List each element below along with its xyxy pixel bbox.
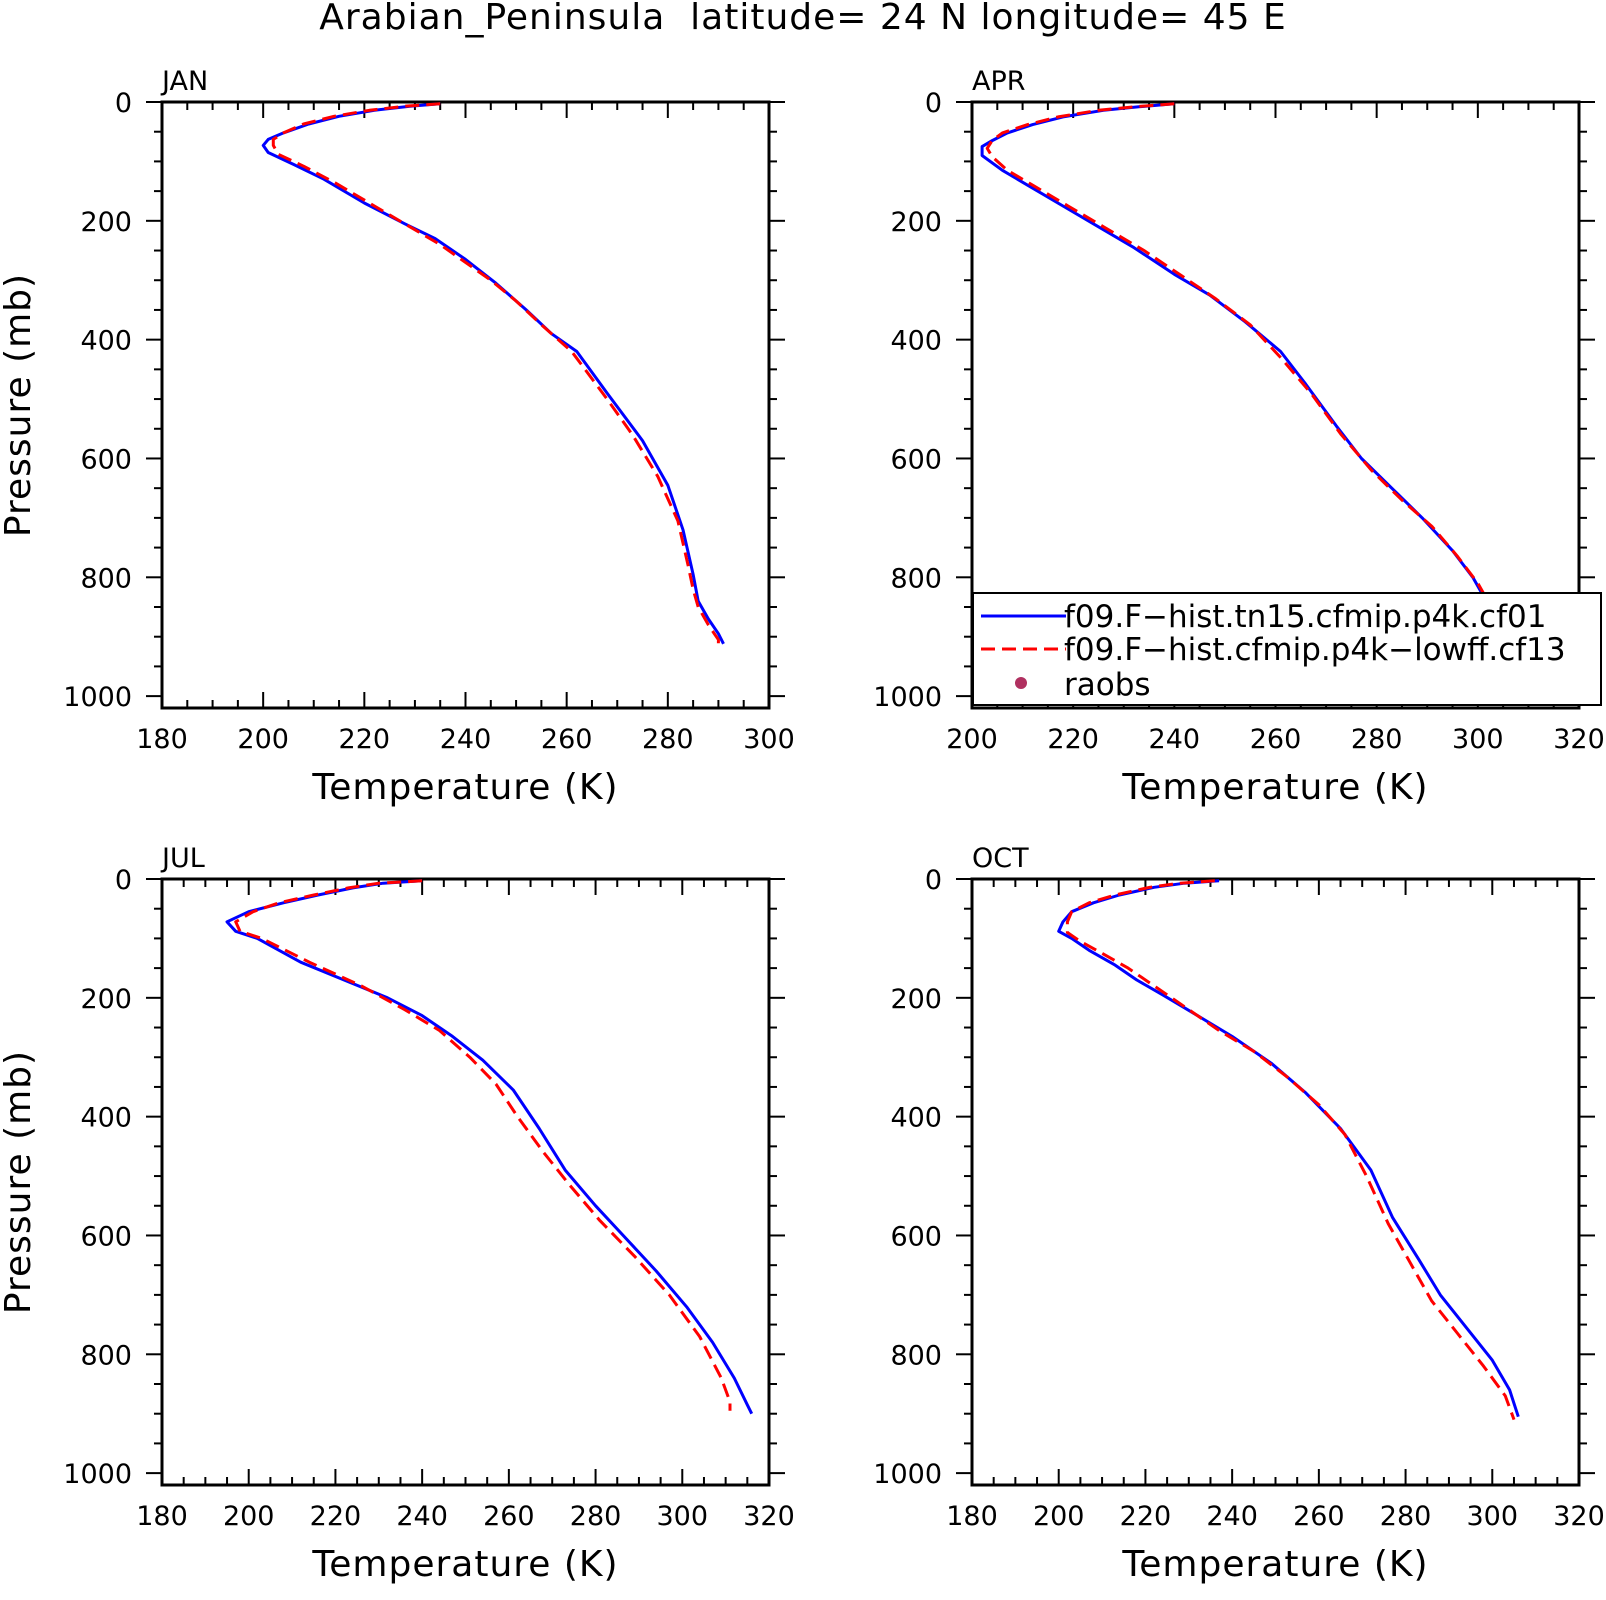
panel-label: OCT <box>972 843 1029 874</box>
x-tick-label: 220 <box>1120 1501 1172 1532</box>
x-axis-label: Temperature (K) <box>311 1544 618 1585</box>
y-tick-label: 1000 <box>873 1459 942 1490</box>
x-tick-label: 260 <box>483 1501 535 1532</box>
series-line-cf01 <box>1057 879 1520 1418</box>
legend-label: f09.F−hist.tn15.cfmip.p4k.cf01 <box>1064 599 1546 635</box>
legend-marker-raobs <box>1015 677 1027 689</box>
figure-title: Arabian_Peninsula latitude= 24 N longitu… <box>319 0 1287 38</box>
y-tick-label: 0 <box>115 865 132 896</box>
y-tick-label: 800 <box>890 1340 942 1371</box>
x-tick-label: 260 <box>1250 724 1302 755</box>
x-tick-label: 220 <box>339 724 391 755</box>
x-tick-label: 280 <box>570 1501 622 1532</box>
x-tick-label: 180 <box>946 1501 998 1532</box>
x-tick-label: 260 <box>1293 1501 1345 1532</box>
series-line-cf01 <box>261 102 725 645</box>
y-axis-label: Pressure (mb) <box>0 273 39 537</box>
x-tick-label: 200 <box>1033 1501 1085 1532</box>
y-tick-label: 600 <box>890 1221 942 1252</box>
panel-label: JAN <box>160 66 208 97</box>
panel-apr: APR 200 220 240 260 280 300 320 0 200 400 600 800 100… <box>873 66 1604 808</box>
x-tick-label: 300 <box>1467 1501 1519 1532</box>
x-tick-label: 280 <box>1351 724 1403 755</box>
panel-label: APR <box>972 66 1026 97</box>
legend: f09.F−hist.tn15.cfmip.p4k.cf01f09.F−hist… <box>972 592 1602 706</box>
x-tick-label: 180 <box>136 1501 188 1532</box>
x-tick-label: 320 <box>1553 1501 1605 1532</box>
x-tick-label: 320 <box>1553 724 1605 755</box>
y-tick-label: 0 <box>115 88 132 119</box>
x-tick-label: 300 <box>657 1501 709 1532</box>
y-tick-label: 0 <box>925 88 942 119</box>
series-line-lowff <box>1065 879 1516 1421</box>
x-tick-label: 240 <box>1206 1501 1258 1532</box>
y-tick-label: 1000 <box>63 1459 132 1490</box>
x-tick-label: 220 <box>1047 724 1099 755</box>
x-tick-label: 300 <box>1452 724 1504 755</box>
panel-jan: JAN 180 200 220 240 260 280 300 0 200 400 600 800 100… <box>0 66 795 808</box>
plot-frame <box>970 877 1581 1487</box>
x-tick-label: 240 <box>440 724 492 755</box>
legend-label: f09.F−hist.cfmip.p4k−lowff.cf13 <box>1064 632 1566 668</box>
y-tick-label: 800 <box>80 1340 132 1371</box>
series-line-lowff <box>271 102 720 646</box>
x-tick-label: 200 <box>237 724 289 755</box>
x-tick-label: 260 <box>541 724 593 755</box>
plot-frame <box>160 100 771 710</box>
x-tick-label: 220 <box>310 1501 362 1532</box>
y-tick-label: 200 <box>80 984 132 1015</box>
y-tick-label: 600 <box>890 444 942 475</box>
y-tick-label: 1000 <box>63 682 132 713</box>
y-tick-label: 600 <box>80 444 132 475</box>
series-line-lowff <box>234 879 732 1411</box>
panel-label: JUL <box>160 843 205 874</box>
y-tick-label: 400 <box>890 1103 942 1134</box>
series-line-cf01 <box>225 879 754 1415</box>
x-tick-label: 320 <box>743 1501 795 1532</box>
x-tick-label: 240 <box>396 1501 448 1532</box>
x-axis-label: Temperature (K) <box>1121 767 1428 808</box>
x-axis-label: Temperature (K) <box>1121 1544 1428 1585</box>
x-tick-label: 180 <box>136 724 188 755</box>
series-line-lowff <box>985 102 1510 638</box>
y-tick-label: 400 <box>80 326 132 357</box>
panel-oct: OCT 180 200 220 240 260 280 300 320 0 200 400 600 800… <box>873 843 1604 1585</box>
x-tick-label: 200 <box>223 1501 275 1532</box>
x-tick-label: 280 <box>1380 1501 1432 1532</box>
series-line-cf01 <box>980 102 1515 641</box>
y-tick-label: 0 <box>925 865 942 896</box>
plot-frame <box>160 877 771 1487</box>
y-tick-label: 800 <box>80 563 132 594</box>
y-tick-label: 800 <box>890 563 942 594</box>
legend-box <box>972 592 1602 706</box>
y-tick-label: 600 <box>80 1221 132 1252</box>
x-tick-label: 280 <box>642 724 694 755</box>
y-tick-label: 400 <box>890 326 942 357</box>
x-tick-label: 300 <box>743 724 795 755</box>
y-tick-label: 400 <box>80 1103 132 1134</box>
y-axis-label: Pressure (mb) <box>0 1050 39 1314</box>
y-tick-label: 200 <box>890 207 942 238</box>
x-axis-label: Temperature (K) <box>311 767 618 808</box>
y-tick-label: 1000 <box>873 682 942 713</box>
x-tick-label: 240 <box>1149 724 1201 755</box>
legend-label: raobs <box>1064 667 1151 703</box>
x-tick-label: 200 <box>946 724 998 755</box>
y-tick-label: 200 <box>890 984 942 1015</box>
panel-jul: JUL 180 200 220 240 260 280 300 320 0 200 400 600 800… <box>0 843 795 1585</box>
y-tick-label: 200 <box>80 207 132 238</box>
